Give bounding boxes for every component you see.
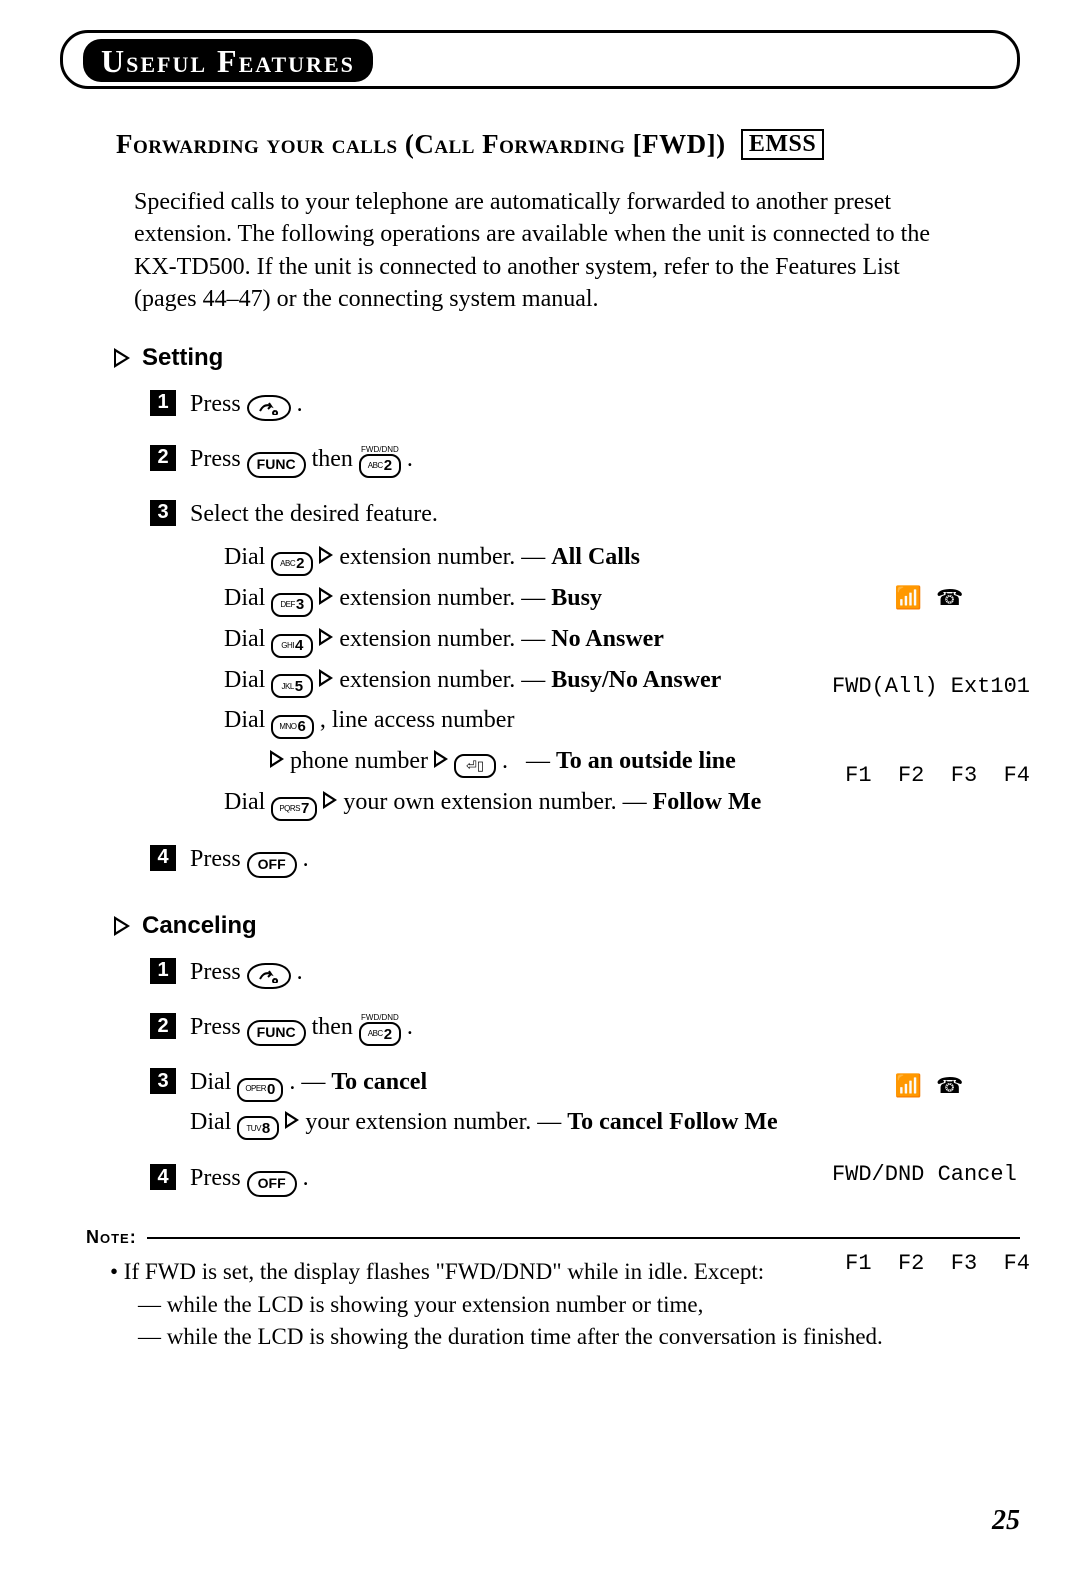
key-abc2: ABC2 xyxy=(271,552,313,576)
step-text: Press xyxy=(190,1014,241,1040)
step-number: 3 xyxy=(150,1068,176,1094)
step-number: 3 xyxy=(150,500,176,526)
key-abc2: FWD/DND ABC2 xyxy=(359,1022,401,1046)
key-def3: DEF3 xyxy=(271,593,313,617)
page-header: Useful Features xyxy=(60,30,1020,89)
step-number: 1 xyxy=(150,958,176,984)
key-tuv8: TUV8 xyxy=(237,1116,279,1140)
canceling-heading-text: Canceling xyxy=(142,912,257,940)
step-text: Select the desired feature. xyxy=(190,501,438,527)
step-text: Dial xyxy=(190,1069,231,1095)
canceling-step-1: 1 Press . xyxy=(150,954,1020,991)
arrow-icon xyxy=(285,1111,299,1129)
step-text: Press xyxy=(190,846,241,872)
content: Forwarding your calls (Call Forwarding [… xyxy=(116,129,1020,1353)
arrow-icon xyxy=(319,628,333,646)
step-text: Press xyxy=(190,446,241,472)
step-text: Press xyxy=(190,391,241,417)
lcd-icons: 📶 ☎ xyxy=(832,583,1030,613)
fwd-icon-button xyxy=(247,963,291,989)
func-button: FUNC xyxy=(247,452,306,478)
setting-steps: 1 Press . 2 Press FUNC then FWD/DND ABC2… xyxy=(150,386,1020,878)
arrow-icon xyxy=(319,546,333,564)
arrow-icon xyxy=(323,791,337,809)
arrow-icon xyxy=(319,587,333,605)
step-text: then xyxy=(312,1014,353,1040)
emss-badge: EMSS xyxy=(741,129,824,160)
header-pill: Useful Features xyxy=(83,39,373,82)
key-abc2: FWD/DND ABC2 xyxy=(359,454,401,478)
key-top-label: FWD/DND xyxy=(361,444,399,456)
func-button: FUNC xyxy=(247,1020,306,1046)
key-top-label: FWD/DND xyxy=(361,1012,399,1024)
step-number: 4 xyxy=(150,1164,176,1190)
arrow-icon xyxy=(434,750,448,768)
key-ghi4: GHI4 xyxy=(271,634,313,658)
canceling-steps: 1 Press . 2 Press FUNC then FWD/DND ABC2… xyxy=(150,954,1020,1198)
fwd-icon-button xyxy=(247,395,291,421)
arrow-icon xyxy=(319,669,333,687)
canceling-heading: Canceling xyxy=(114,912,1020,940)
lcd-line-1: FWD/DND Cancel xyxy=(832,1160,1030,1190)
setting-step-3: 3 Select the desired feature. Dial ABC2 … xyxy=(150,496,1020,823)
section-title: Forwarding your calls (Call Forwarding [… xyxy=(116,129,1020,160)
step-number: 2 xyxy=(150,445,176,471)
key-enter: ⏎▯ xyxy=(454,754,496,778)
step-text: then xyxy=(312,446,353,472)
page-number: 25 xyxy=(992,1505,1020,1537)
lcd-line-2: F1 F2 F3 F4 xyxy=(832,1249,1030,1279)
step-text: Press xyxy=(190,959,241,985)
section-title-text: Forwarding your calls (Call Forwarding [… xyxy=(116,129,726,159)
lcd-line-2: F1 F2 F3 F4 xyxy=(832,761,1030,791)
key-mno6: MNO6 xyxy=(271,715,314,739)
note-label: Note: xyxy=(86,1227,137,1248)
key-jkl5: JKL5 xyxy=(271,674,313,698)
step-number: 2 xyxy=(150,1013,176,1039)
step-number: 1 xyxy=(150,390,176,416)
lcd-display-setting: 📶 ☎ FWD(All) Ext101 F1 F2 F3 F4 xyxy=(832,524,1030,851)
key-pqrs7: PQRS7 xyxy=(271,797,317,821)
intro-paragraph: Specified calls to your telephone are au… xyxy=(134,186,954,316)
off-button: OFF xyxy=(247,852,297,878)
lcd-icons: 📶 ☎ xyxy=(832,1071,1030,1101)
arrow-icon xyxy=(270,750,284,768)
setting-step-2: 2 Press FUNC then FWD/DND ABC2 . xyxy=(150,441,1020,478)
key-oper0: OPER0 xyxy=(237,1078,283,1102)
step-number: 4 xyxy=(150,845,176,871)
triangle-icon xyxy=(114,916,130,936)
setting-heading-text: Setting xyxy=(142,344,223,372)
lcd-display-canceling: 📶 ☎ FWD/DND Cancel F1 F2 F3 F4 xyxy=(832,1012,1030,1339)
lcd-line-1: FWD(All) Ext101 xyxy=(832,672,1030,702)
setting-heading: Setting xyxy=(114,344,1020,372)
step-text: Press xyxy=(190,1165,241,1191)
off-button: OFF xyxy=(247,1171,297,1197)
header-title: Useful Features xyxy=(101,43,355,79)
triangle-icon xyxy=(114,348,130,368)
setting-step-1: 1 Press . xyxy=(150,386,1020,423)
